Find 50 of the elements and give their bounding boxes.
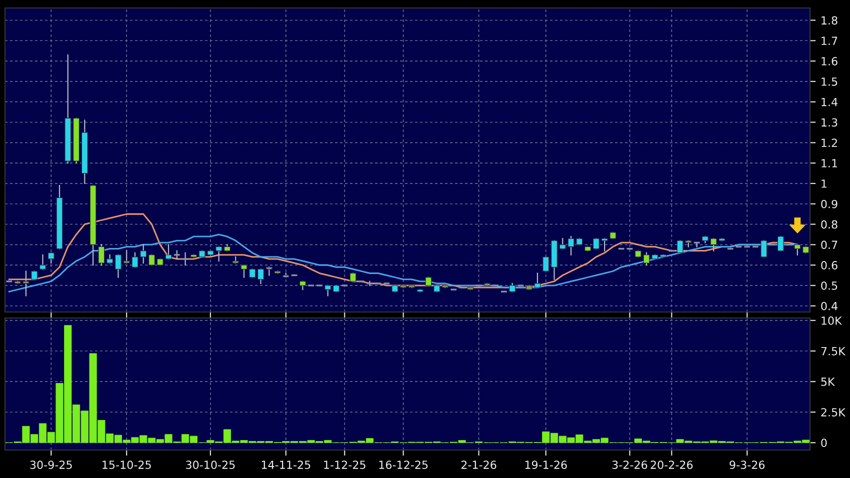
candlestick <box>542 256 550 272</box>
candlestick <box>366 280 374 286</box>
y-tick-label: 0 <box>821 438 827 448</box>
candlestick <box>48 252 54 264</box>
y-tick-label: 0.5 <box>821 281 838 290</box>
candlestick <box>40 254 46 270</box>
x-tick-label: 16-12-25 <box>379 460 428 470</box>
y-tick-label: 1.7 <box>822 36 838 45</box>
candlestick <box>794 244 801 256</box>
y-tick-label: 0.8 <box>821 220 838 229</box>
candlestick <box>592 238 600 250</box>
x-tick-label: 1-12-25 <box>324 460 366 470</box>
y-tick-label: 0.9 <box>821 200 838 208</box>
candlestick <box>98 244 105 266</box>
y-tick-label: 1.2 <box>822 138 837 147</box>
x-tick-label: 19-1-26 <box>525 460 567 470</box>
y-tick-label: 1.8 <box>822 16 838 25</box>
x-tick-label: 30-10-25 <box>186 460 235 470</box>
x-tick-label: 9-3-26 <box>730 460 765 470</box>
candlestick <box>559 238 566 250</box>
y-tick-label: 1.3 <box>822 118 838 127</box>
candlestick <box>760 240 768 258</box>
y-tick-label: 7.5K <box>821 347 846 356</box>
y-tick-label: 1 <box>822 180 826 188</box>
x-tick-label: 30-9-25 <box>30 460 72 470</box>
candlestick <box>216 246 222 262</box>
y-tick-label: 0.7 <box>821 240 838 250</box>
y-tick-label: 0.6 <box>821 261 838 270</box>
x-tick-label: 14-11-25 <box>262 460 310 470</box>
candlestick <box>258 268 264 284</box>
candlestick <box>324 284 332 296</box>
y-tick-label: 10K <box>822 316 842 325</box>
y-tick-label: 1.4 <box>822 98 838 106</box>
candlestick <box>165 244 172 260</box>
y-tick-label: 5K <box>821 378 836 386</box>
y-tick-label: 0.4 <box>821 302 838 310</box>
candlestick <box>140 244 147 264</box>
candlestick <box>240 264 248 278</box>
candlestick <box>114 254 122 278</box>
x-tick-label: 15-10-25 <box>102 460 151 470</box>
y-tick-label: 1.5 <box>822 78 838 86</box>
y-tick-label: 1.6 <box>822 57 838 66</box>
candlestick <box>777 236 784 252</box>
y-tick-label: 2.5K <box>821 408 846 416</box>
x-tick-label: 3-2-26 <box>612 460 648 470</box>
x-tick-label: 20-2-26 <box>650 460 693 470</box>
candlestick <box>182 252 190 266</box>
x-tick-label: 2-1-26 <box>461 460 496 470</box>
y-tick-label: 1.1 <box>822 159 838 168</box>
candlestick <box>148 254 155 266</box>
